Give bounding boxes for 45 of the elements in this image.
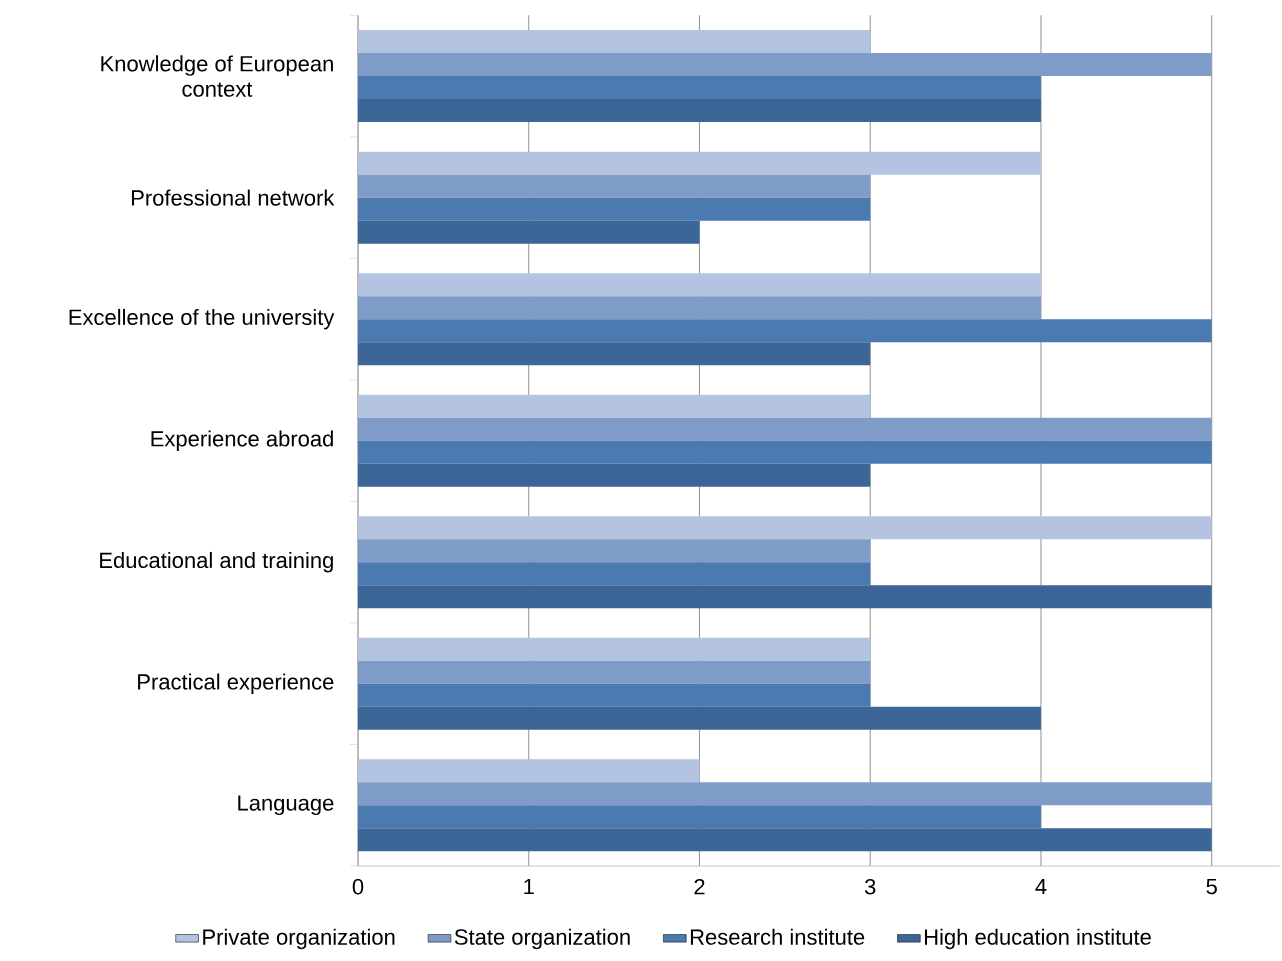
y-tick-label: Language (238, 795, 334, 816)
y-tick-label: Professional network (131, 189, 335, 206)
bar (357, 660, 871, 684)
bar (357, 828, 1212, 852)
bar (357, 637, 871, 661)
x-tick-label: 5 (1206, 878, 1217, 895)
bar (357, 805, 1041, 829)
bar (357, 99, 1041, 123)
bar (357, 585, 1212, 609)
bar (357, 53, 1212, 77)
bar (357, 539, 871, 563)
bar (357, 151, 1041, 175)
y-tick-label: Knowledge of European context (101, 55, 333, 97)
y-tick-label: Excellence of the university (69, 308, 335, 330)
x-tick-label: 4 (1035, 878, 1047, 895)
bar (357, 220, 700, 244)
bar (357, 30, 871, 54)
legend-label: High education institute (924, 928, 1151, 950)
x-tick-label: 3 (864, 878, 876, 895)
bar (357, 683, 871, 707)
bar (357, 273, 1041, 297)
bar (357, 197, 871, 221)
y-tick-label: Practical experience (138, 673, 334, 694)
bar (357, 76, 1041, 100)
x-tick-label: 2 (694, 878, 705, 895)
bar (357, 706, 1041, 730)
y-tick-label: Educational and training (100, 551, 333, 573)
bar (357, 463, 871, 487)
bar (357, 417, 1212, 441)
legend-label: State organization (454, 928, 630, 950)
bar (357, 516, 1212, 540)
x-tick-label: 0 (352, 878, 364, 895)
bar (357, 782, 1212, 806)
bar (357, 319, 1212, 343)
bar (357, 174, 871, 198)
x-tick-label: 1 (524, 878, 534, 895)
legend-label: Private organization (203, 928, 395, 950)
bar (357, 394, 871, 418)
bar (357, 440, 1212, 464)
y-tick-label: Experience abroad (151, 430, 333, 451)
bar (357, 759, 700, 783)
bar (357, 562, 871, 586)
legend-label: Research institute (690, 928, 865, 945)
bar (357, 296, 1041, 320)
bar (357, 342, 871, 366)
